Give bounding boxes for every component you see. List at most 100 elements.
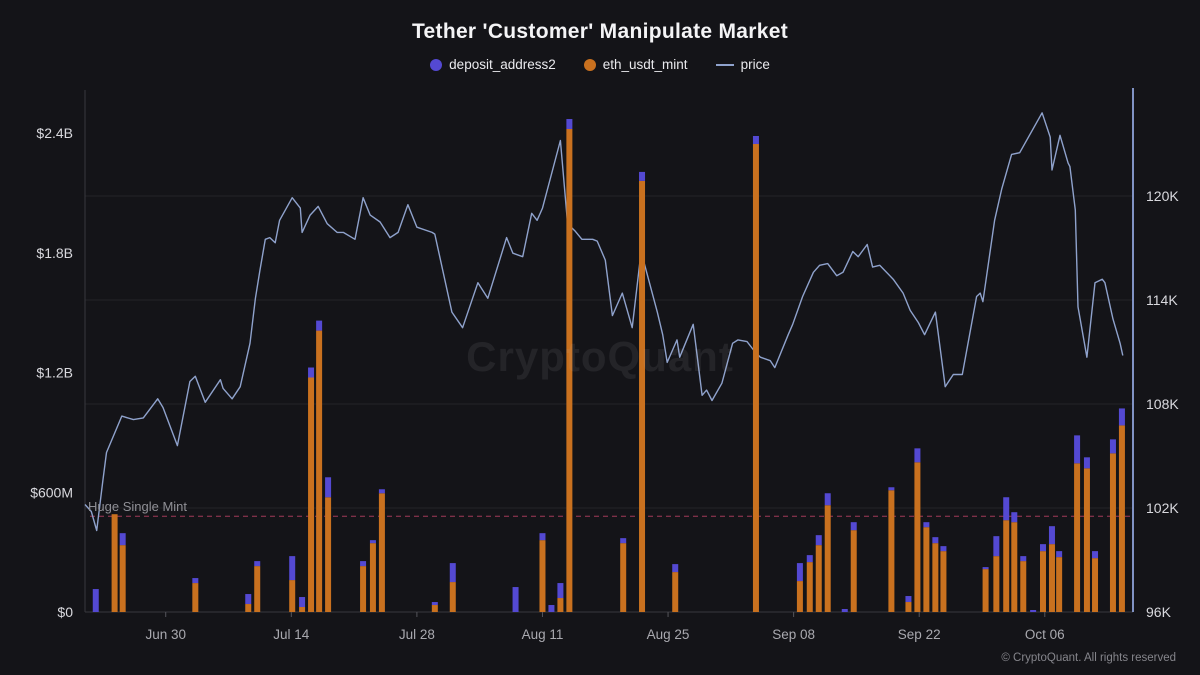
bar-eth-usdt-mint	[796, 581, 803, 612]
y-right-tick-label: 96K	[1146, 604, 1172, 620]
bar-eth-usdt-mint	[245, 604, 252, 612]
bar-deposit-address2	[1056, 551, 1063, 558]
bar-deposit-address2	[1020, 556, 1027, 562]
bar-deposit-address2	[1003, 497, 1010, 521]
legend-item-deposit-address2[interactable]: deposit_address2	[430, 57, 556, 72]
bar-deposit-address2	[289, 556, 296, 581]
bar-deposit-address2	[815, 535, 822, 546]
bar-eth-usdt-mint	[672, 572, 679, 612]
bar-eth-usdt-mint	[1011, 522, 1018, 612]
bar-deposit-address2	[932, 537, 939, 544]
bar-eth-usdt-mint	[923, 527, 930, 612]
bar-deposit-address2	[299, 597, 306, 608]
bar-eth-usdt-mint	[914, 462, 921, 612]
bar-deposit-address2	[431, 602, 438, 606]
bar-deposit-address2	[316, 320, 323, 331]
bar-deposit-address2	[806, 555, 813, 563]
bar-eth-usdt-mint	[1048, 544, 1055, 612]
bar-eth-usdt-mint	[888, 490, 895, 612]
bar-eth-usdt-mint	[557, 598, 564, 612]
copyright-footer: © CryptoQuant. All rights reserved	[1001, 652, 1176, 664]
bar-eth-usdt-mint	[254, 566, 261, 612]
bar-deposit-address2	[1118, 408, 1125, 426]
bar-deposit-address2	[449, 563, 456, 583]
bar-deposit-address2	[982, 567, 989, 570]
bar-deposit-address2	[360, 561, 367, 567]
bar-deposit-address2	[1074, 435, 1081, 464]
bar-eth-usdt-mint	[325, 497, 332, 612]
bar-deposit-address2	[539, 533, 546, 541]
bar-deposit-address2	[245, 594, 252, 605]
bar-eth-usdt-mint	[982, 569, 989, 612]
bar-eth-usdt-mint	[316, 330, 323, 612]
bar-deposit-address2	[993, 536, 1000, 557]
deposit-address2-marker-icon	[430, 58, 443, 71]
threshold-annotation-label: Huge Single Mint	[88, 499, 187, 514]
bar-eth-usdt-mint	[932, 543, 939, 612]
bar-eth-usdt-mint	[1083, 468, 1090, 612]
legend-label: deposit_address2	[449, 57, 556, 72]
bar-eth-usdt-mint	[993, 556, 1000, 612]
bar-eth-usdt-mint	[815, 545, 822, 612]
bar-deposit-address2	[325, 477, 332, 498]
y-left-tick-label: $1.2B	[36, 365, 73, 381]
bar-eth-usdt-mint	[1118, 425, 1125, 612]
bar-eth-usdt-mint	[940, 551, 947, 612]
bar-deposit-address2	[378, 489, 385, 494]
bar-deposit-address2	[1011, 512, 1018, 523]
bar-deposit-address2	[1048, 526, 1055, 545]
bar-deposit-address2	[824, 493, 831, 506]
bar-eth-usdt-mint	[111, 514, 118, 612]
bar-deposit-address2	[92, 589, 99, 612]
bar-deposit-address2	[639, 171, 646, 181]
x-tick-label: Oct 06	[1025, 627, 1065, 642]
price-line	[84, 112, 1124, 532]
price-marker-icon	[715, 63, 734, 66]
legend-label: eth_usdt_mint	[602, 57, 688, 72]
x-tick-label: Jun 30	[145, 627, 186, 642]
legend-label: price	[740, 57, 770, 72]
y-left-tick-label: $1.8B	[36, 245, 73, 261]
bar-deposit-address2	[1092, 551, 1099, 559]
x-tick-label: Sep 08	[772, 627, 815, 642]
bar-eth-usdt-mint	[449, 582, 456, 612]
y-left-tick-label: $2.4B	[36, 125, 73, 141]
eth-usdt-mint-marker-icon	[583, 58, 596, 71]
bar-deposit-address2	[192, 578, 199, 584]
legend-item-eth-usdt-mint[interactable]: eth_usdt_mint	[583, 57, 688, 72]
y-left-tick-label: $600M	[30, 484, 73, 500]
bar-deposit-address2	[672, 564, 679, 573]
chart-title: Tether 'Customer' Manipulate Market	[411, 20, 788, 43]
bar-eth-usdt-mint	[1039, 551, 1046, 612]
x-tick-label: Aug 25	[647, 627, 690, 642]
bar-deposit-address2	[512, 587, 519, 612]
bar-deposit-address2	[1083, 457, 1090, 469]
bar-eth-usdt-mint	[620, 543, 627, 612]
bar-eth-usdt-mint	[1109, 453, 1116, 612]
bar-eth-usdt-mint	[806, 562, 813, 612]
legend-item-price[interactable]: price	[715, 57, 770, 72]
x-tick-label: Aug 11	[522, 627, 564, 642]
bar-deposit-address2	[548, 605, 555, 612]
bar-deposit-address2	[620, 538, 627, 544]
bar-eth-usdt-mint	[905, 602, 912, 612]
y-right-tick-label: 102K	[1146, 500, 1179, 516]
bar-deposit-address2	[1039, 544, 1046, 552]
x-tick-label: Jul 28	[399, 627, 435, 642]
bar-eth-usdt-mint	[1020, 561, 1027, 612]
bar-deposit-address2	[566, 119, 573, 130]
bar-deposit-address2	[923, 522, 930, 528]
bar-eth-usdt-mint	[360, 566, 367, 612]
bar-deposit-address2	[1030, 610, 1037, 612]
bar-deposit-address2	[254, 561, 261, 567]
bar-deposit-address2	[369, 540, 376, 544]
bar-deposit-address2	[841, 609, 848, 612]
bar-deposit-address2	[850, 522, 857, 531]
bar-deposit-address2	[888, 487, 895, 491]
bar-eth-usdt-mint	[289, 580, 296, 612]
bar-eth-usdt-mint	[378, 493, 385, 612]
bar-eth-usdt-mint	[539, 540, 546, 612]
bar-eth-usdt-mint	[308, 377, 315, 612]
bar-eth-usdt-mint	[1056, 557, 1063, 612]
